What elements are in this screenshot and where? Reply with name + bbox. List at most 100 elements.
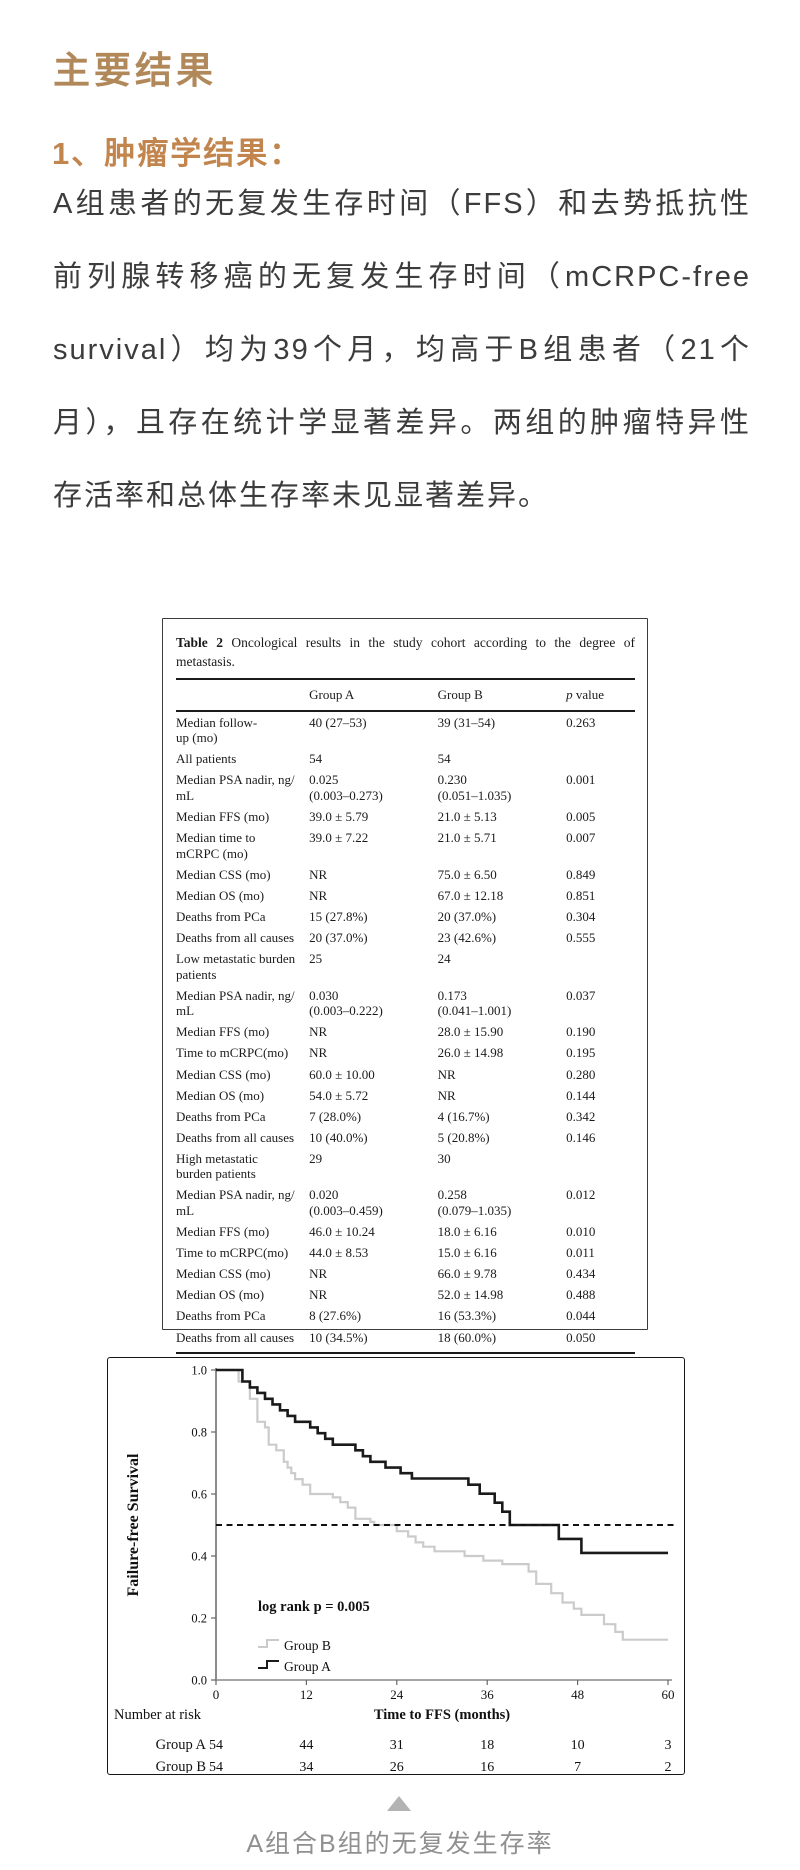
table-cell: 4 (16.7%) <box>437 1108 490 1124</box>
risk-count: 18 <box>480 1738 494 1753</box>
table-cell: 0.005 <box>566 809 596 825</box>
table-cell: 0.258 (0.079–1.035) <box>437 1187 512 1218</box>
table-row: Median FFS (mo) 39.0 ± 5.79 21.0 ± 5.13 0.0… <box>176 806 635 827</box>
table-cell: 21.0 ± 5.71 <box>437 830 497 846</box>
legend-step-icon <box>258 1660 279 1669</box>
table-row: Median time to mCRPC (mo) 39.0 ± 7.22 21.0… <box>176 827 635 864</box>
table-cell: 0.851 <box>566 887 596 903</box>
table-row: Deaths from all causes 20 (37.0%) 23 (42.6… <box>176 927 635 948</box>
table-cell: 0.263 <box>566 714 596 730</box>
table-row: Median OS (mo) 54.0 ± 5.72 NR 0.144 <box>176 1085 635 1106</box>
table-cell: 60.0 ± 10.00 <box>309 1066 375 1082</box>
table-cell: 25 <box>309 951 323 967</box>
table-cell: 0.007 <box>566 830 596 846</box>
table-cell: 0.044 <box>566 1308 596 1324</box>
table-column-header: p value <box>566 678 635 712</box>
table-cell: 0.230 (0.051–1.035) <box>437 772 512 803</box>
table-cell: Median FFS (mo) <box>176 1224 270 1240</box>
table-cell: 5 (20.8%) <box>437 1129 490 1145</box>
x-tick-label: 60 <box>662 1687 675 1702</box>
number-at-risk-label: Number at risk <box>114 1707 202 1723</box>
table-row: Median FFS (mo) NR 28.0 ± 15.90 0.190 <box>176 1022 635 1043</box>
table-cell: 21.0 ± 5.13 <box>437 809 497 825</box>
table-cell: 0.190 <box>566 1024 596 1040</box>
table-cell: 66.0 ± 9.78 <box>437 1266 497 1282</box>
table-cell: 20 (37.0%) <box>309 930 368 946</box>
table-cell: NR <box>309 866 328 882</box>
table-cell <box>566 948 635 985</box>
table-row: Median CSS (mo) NR 75.0 ± 6.50 0.849 <box>176 864 635 885</box>
table-cell: Median FFS (mo) <box>176 1024 270 1040</box>
table-title-text: Oncological results in the study cohort … <box>176 635 635 669</box>
table-row: Median PSA nadir, ng/ mL 0.030 (0.003–0.2… <box>176 985 635 1022</box>
table-cell: Deaths from PCa <box>176 1308 266 1324</box>
table-cell: 15 (27.8%) <box>309 908 368 924</box>
table-cell: 0.012 <box>566 1187 596 1203</box>
table-cell: 28.0 ± 15.90 <box>437 1024 504 1040</box>
table-row: Deaths from PCa 8 (27.6%) 16 (53.3%) 0.044 <box>176 1306 635 1327</box>
table-cell: 44.0 ± 8.53 <box>309 1245 369 1261</box>
x-tick-label: 12 <box>300 1687 313 1702</box>
risk-count: 54 <box>209 1760 223 1773</box>
table-row: Time to mCRPC(mo) NR 26.0 ± 14.98 0.195 <box>176 1043 635 1064</box>
table-cell: 39.0 ± 5.79 <box>309 809 369 825</box>
table-cell: Deaths from all causes <box>176 930 295 946</box>
body-paragraph: A组患者的无复发生存时间（FFS）和去势抵抗性前列腺转移癌的无复发生存时间（mC… <box>53 188 751 512</box>
table-cell: Median OS (mo) <box>176 1287 265 1303</box>
table-cell: 67.0 ± 12.18 <box>437 887 504 903</box>
table-cell: Median CSS (mo) <box>176 1266 271 1282</box>
up-triangle-icon <box>387 1796 411 1811</box>
risk-count: 16 <box>480 1760 494 1773</box>
table-cell: 54.0 ± 5.72 <box>309 1087 369 1103</box>
table-cell: Deaths from all causes <box>176 1129 295 1145</box>
km-curve-group-b <box>216 1368 668 1641</box>
table-cell: NR <box>437 1066 456 1082</box>
table-row: Median FFS (mo) 46.0 ± 10.24 18.0 ± 6.16 0.… <box>176 1221 635 1242</box>
table-cell: 0.280 <box>566 1066 596 1082</box>
table-cell: 39 (31–54) <box>437 714 496 730</box>
table-row: Time to mCRPC(mo) 44.0 ± 8.53 15.0 ± 6.16 0… <box>176 1242 635 1263</box>
table-cell: 0.030 (0.003–0.222) <box>309 987 383 1019</box>
table-cell: 16 (53.3%) <box>437 1308 497 1324</box>
table-cell: NR <box>309 1045 328 1061</box>
risk-count: 44 <box>299 1738 313 1753</box>
table-cell: Deaths from all causes <box>176 1326 310 1355</box>
table-row: Median OS (mo) NR 67.0 ± 12.18 0.851 <box>176 885 635 906</box>
table-cell: 15.0 ± 6.16 <box>437 1245 497 1261</box>
y-tick-label: 0.8 <box>191 1426 207 1440</box>
table-cell: 10 (34.5%) <box>309 1326 438 1355</box>
table-cell: Median FFS (mo) <box>176 809 270 825</box>
table-cell: 10 (40.0%) <box>309 1129 368 1145</box>
y-tick-label: 0.0 <box>191 1674 207 1688</box>
risk-count: 2 <box>665 1760 672 1773</box>
table-cell: Deaths from PCa <box>176 1108 266 1124</box>
x-tick-label: 36 <box>481 1687 495 1702</box>
table-cell: Low metastatic burden patients <box>176 951 296 982</box>
table-cell: 0.037 <box>566 987 596 1003</box>
table-row: Median OS (mo) NR 52.0 ± 14.98 0.488 <box>176 1285 635 1306</box>
table-cell: 26.0 ± 14.98 <box>437 1045 504 1061</box>
table-cell: 0.434 <box>566 1266 596 1282</box>
page-title: 主要结果 <box>53 51 217 92</box>
table-cell: 0.849 <box>566 866 596 882</box>
table-cell: 0.173 (0.041–1.001) <box>437 987 512 1019</box>
legend-label: Group B <box>284 1638 331 1653</box>
table-cell: 39.0 ± 7.22 <box>309 830 369 846</box>
table-cell: Median PSA nadir, ng/ mL <box>176 987 295 1019</box>
x-tick-label: 0 <box>213 1687 220 1702</box>
risk-count: 10 <box>571 1738 585 1753</box>
table2-box: Table 2 Oncological results in the study… <box>162 618 648 1355</box>
table-cell: 0.555 <box>566 930 596 946</box>
table-column-header: Group B <box>437 678 567 712</box>
table-cell: Deaths from PCa <box>176 908 266 924</box>
table-cell: NR <box>309 1287 328 1303</box>
table-cell: Time to mCRPC(mo) <box>176 1245 289 1261</box>
table-cell: NR <box>309 887 328 903</box>
figure-caption: A组合B组的无复发生存率 <box>246 1830 554 1858</box>
table-row: Median PSA nadir, ng/ mL 0.020 (0.003–0.4… <box>176 1185 635 1222</box>
legend-step-icon <box>258 1639 279 1648</box>
risk-count: 54 <box>209 1738 223 1753</box>
table-cell: Median CSS (mo) <box>176 1066 271 1082</box>
